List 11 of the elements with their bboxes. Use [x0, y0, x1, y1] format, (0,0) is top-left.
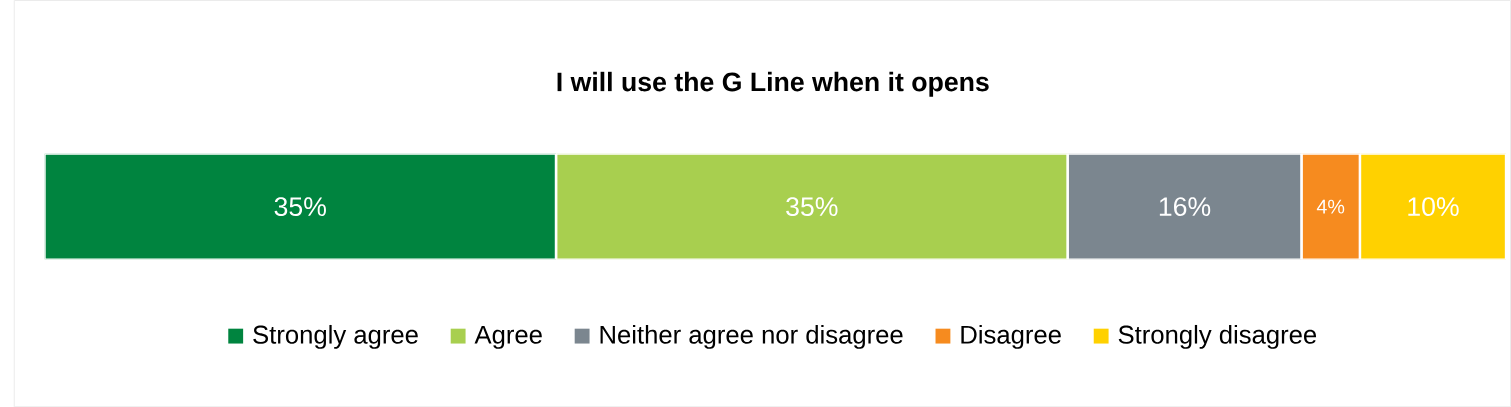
legend-label: Strongly agree	[253, 324, 418, 349]
data-label: 16%	[1159, 197, 1211, 216]
data-label: 4%	[1316, 199, 1345, 214]
legend-label: Disagree	[961, 324, 1061, 349]
data-label: 10%	[1408, 197, 1459, 216]
data-label: 35%	[274, 197, 326, 216]
legend-label: Agree	[474, 325, 542, 349]
legend-label: Strongly disagree	[1118, 324, 1317, 349]
legend-label: Neither agree nor disagree	[600, 324, 903, 349]
chart-title: I will use the G Line when it opens	[557, 71, 989, 97]
data-label: 35%	[786, 197, 838, 216]
